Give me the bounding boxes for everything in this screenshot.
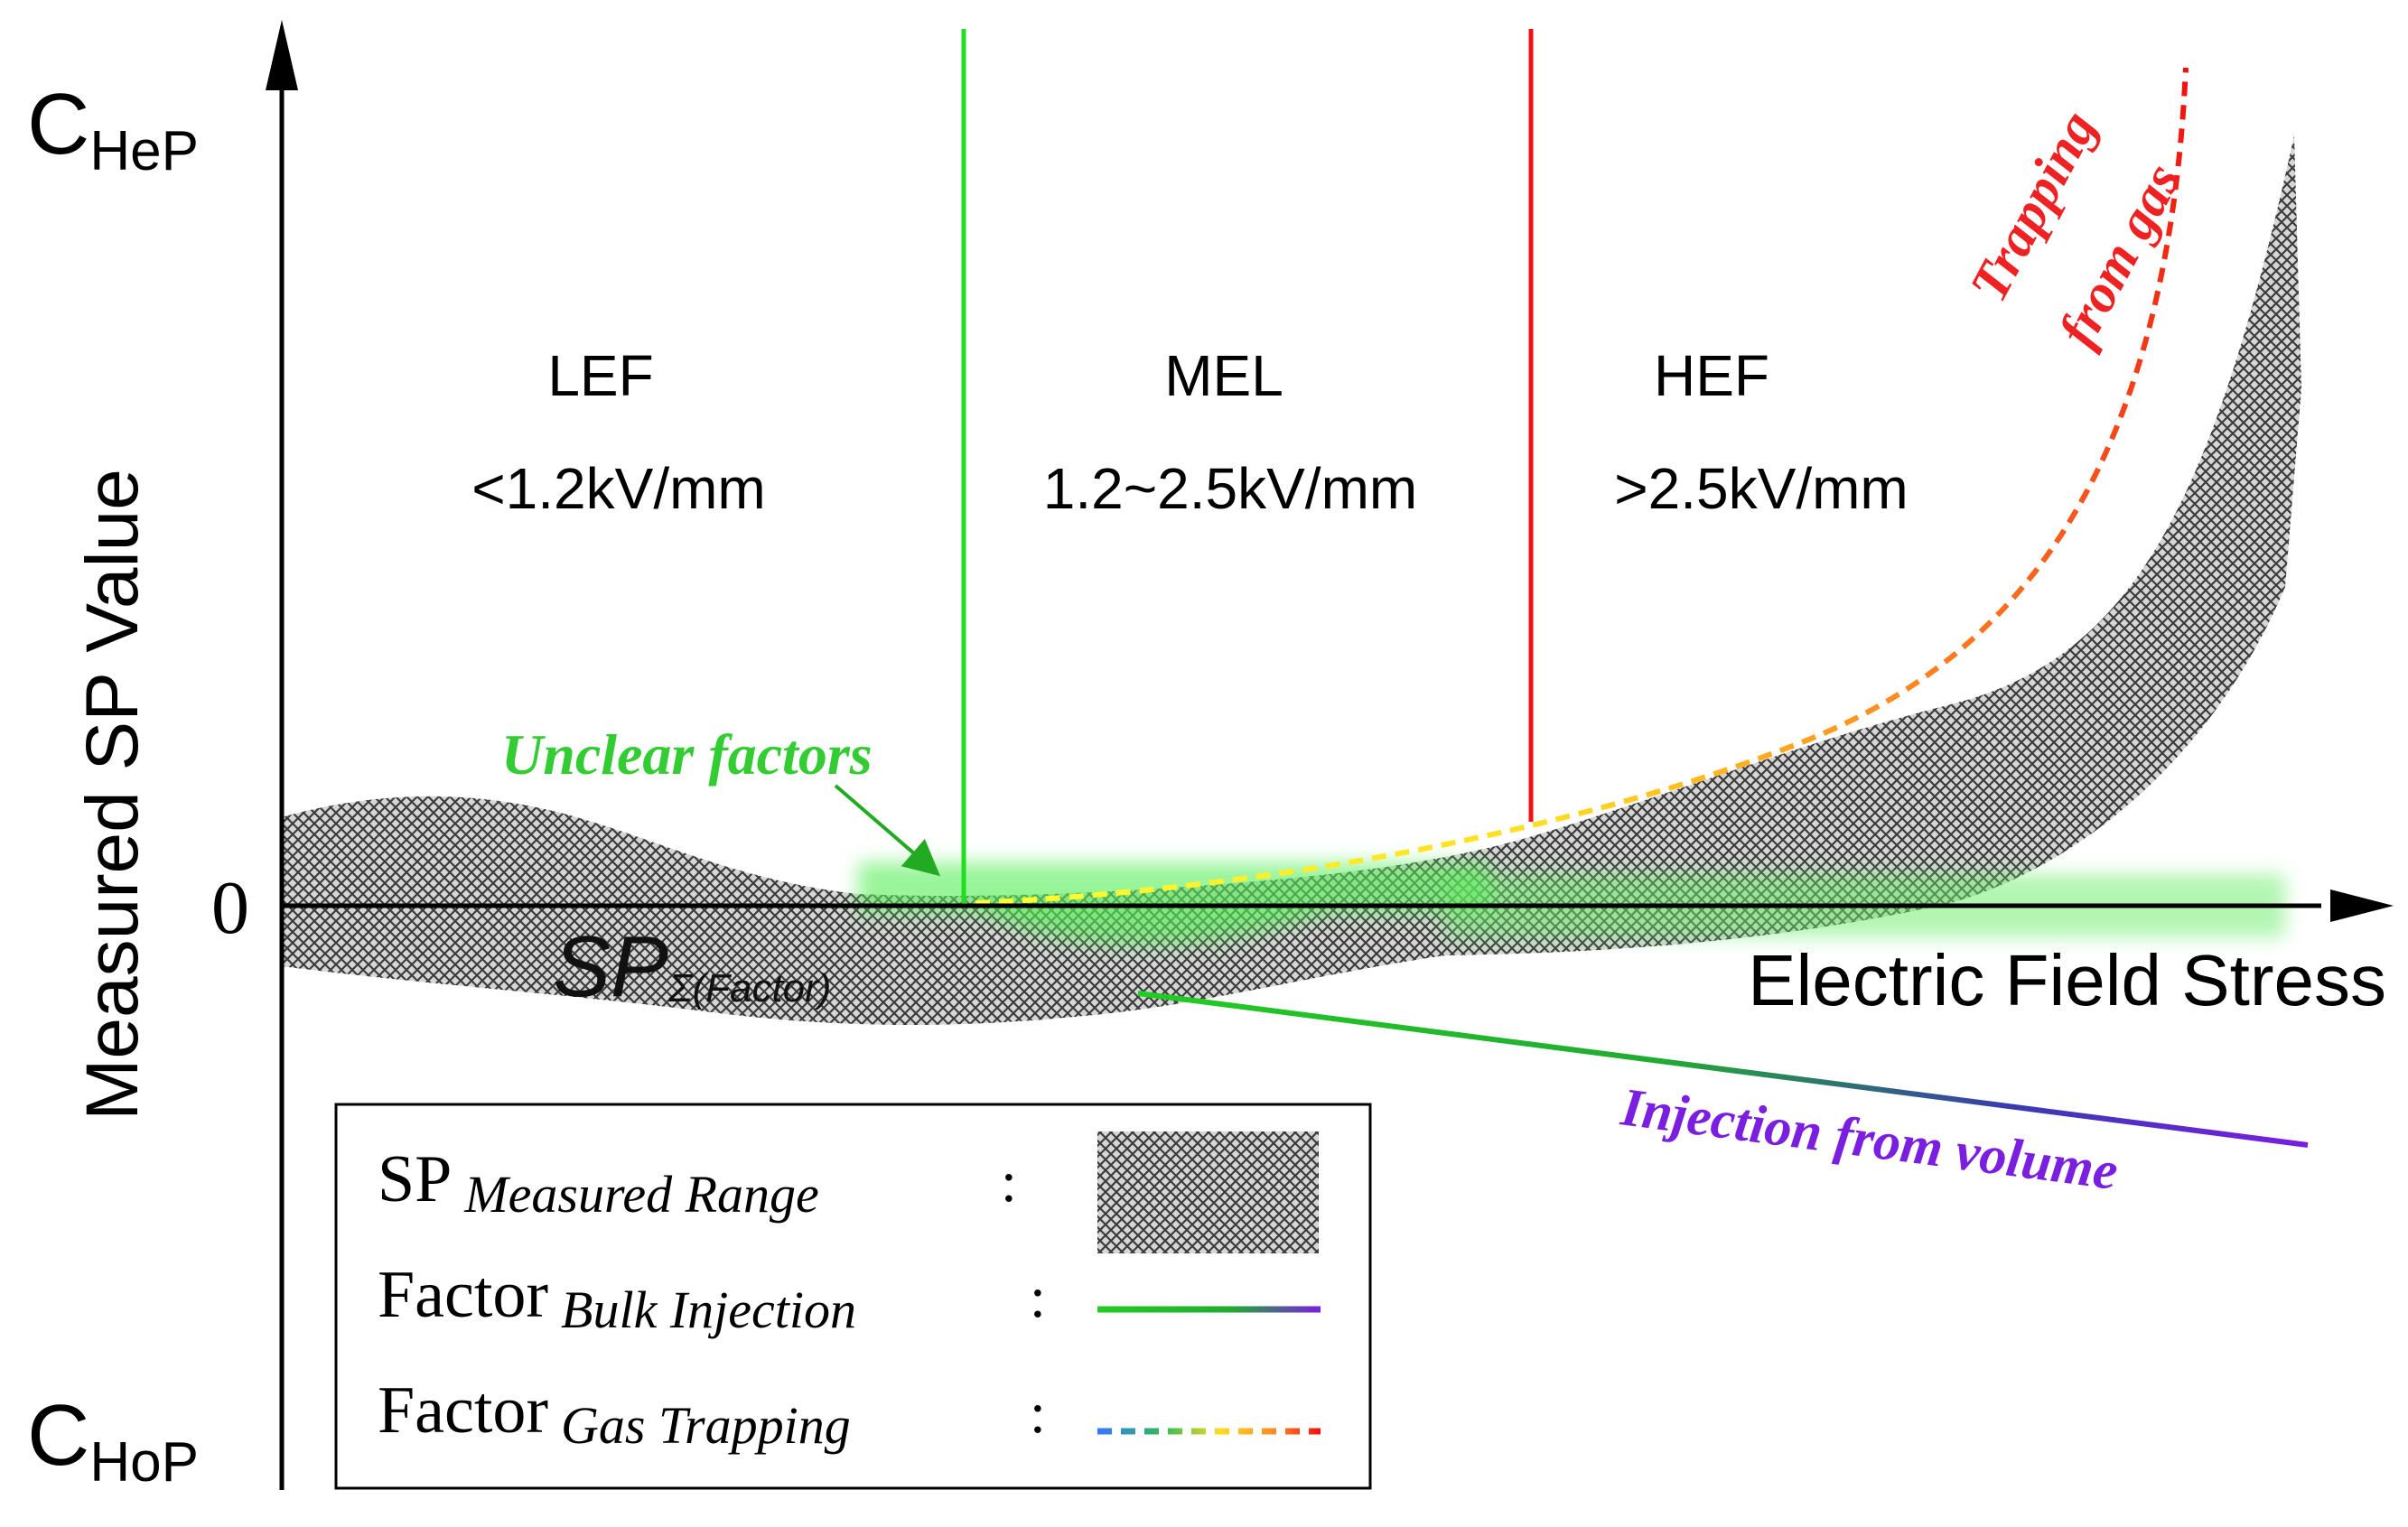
region-lef-range: <1.2kV/mm — [471, 456, 765, 521]
legend-bulk-colon: : — [1030, 1265, 1046, 1329]
legend-sp-label: SP Measured Range — [378, 1142, 819, 1224]
c-hop-label: CHoP — [27, 1387, 199, 1494]
legend-gas-label: Factor Gas Trapping — [378, 1373, 851, 1455]
unclear-arrow — [834, 784, 941, 877]
legend-gas-colon: : — [1030, 1381, 1046, 1445]
region-lef-name: LEF — [547, 343, 653, 408]
injection-label: Injection from volume — [1617, 1076, 2121, 1201]
region-hef-range: >2.5kV/mm — [1614, 456, 1908, 521]
y-axis-label: Measured SP Value — [71, 469, 154, 1121]
zero-label: 0 — [211, 866, 249, 950]
x-axis-arrowhead — [2330, 889, 2394, 922]
x-axis-label: Electric Field Stress — [1748, 940, 2386, 1020]
legend: SP Measured Range : Factor Bulk Injection … — [334, 1103, 1372, 1490]
unclear-factors-label: Unclear factors — [501, 722, 873, 787]
legend-sp-colon: : — [1001, 1150, 1017, 1214]
region-hef-name: HEF — [1654, 343, 1769, 408]
legend-sp-swatch — [1097, 1131, 1319, 1253]
legend-bulk-label: Factor Bulk Injection — [378, 1258, 856, 1339]
region-mel-range: 1.2~2.5kV/mm — [1043, 456, 1417, 521]
y-axis-arrowhead — [266, 20, 298, 90]
region-mel-name: MEL — [1164, 343, 1283, 408]
gas-trapping-curve — [975, 67, 2189, 906]
c-hep-label: CHeP — [27, 76, 199, 182]
sp-measured-range-band — [282, 135, 2301, 1026]
sp-factor-label: SPΣ(Factor) — [553, 918, 831, 1015]
bulk-injection-line — [1137, 991, 2309, 1148]
unclear-glow — [858, 862, 2285, 945]
